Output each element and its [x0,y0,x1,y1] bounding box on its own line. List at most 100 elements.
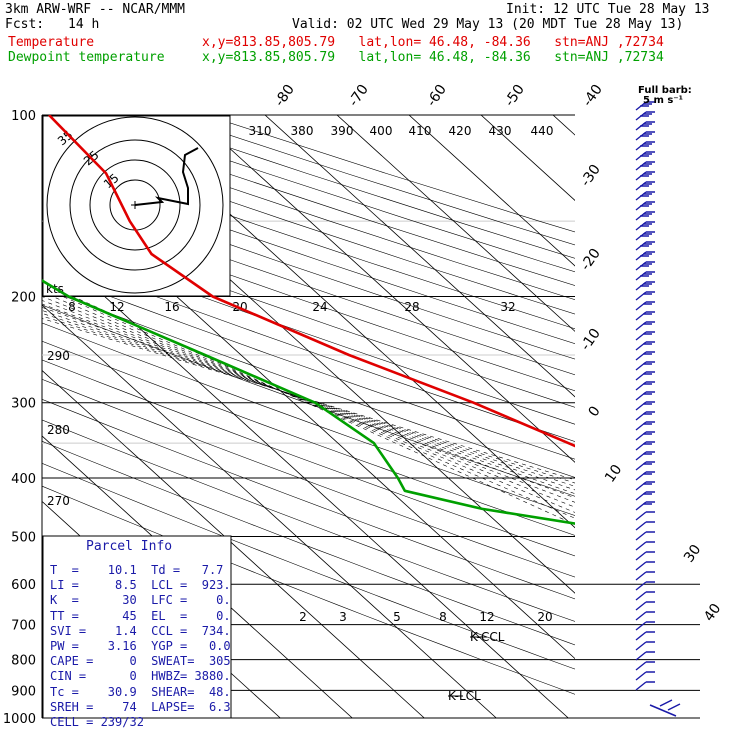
wind-barb-icon [635,351,655,361]
init-time: Init: 12 UTC Tue 28 May 13 [506,2,710,17]
parcel-info-row: SREH = 74 LAPSE= 6.3 [50,699,231,714]
wind-barb-icon [635,321,655,331]
wind-barb-icon [635,481,655,491]
pressure-tick-label: 200 [11,291,36,306]
mixing-ratio-label: 12 [479,610,494,624]
wind-barb-icon [635,451,655,461]
wind-barb-icon [635,271,655,281]
wind-barb-icon [635,651,655,661]
wind-barb-icon [635,531,655,541]
parcel-info-row: K = 30 LFC = 0. [50,593,231,608]
pressure-tick-label: 900 [11,684,36,699]
theta-label-left: 270 [47,494,70,508]
wind-barb-icon [635,671,655,681]
wind-barb-icon [635,261,655,271]
dry-adiabat-line [42,177,575,360]
wind-barb-icon [635,331,655,341]
dry-adiabat-line [205,115,575,233]
parcel-info-row: SVI = 1.4 CCL = 734. [50,623,231,638]
wind-barb-icon [635,381,655,391]
mixing-ratio-label: 2 [299,610,307,624]
dry-adiabat-line [42,222,575,408]
dry-adiabat-line [42,254,575,442]
wind-barb-icon [635,601,655,611]
mixing-ratio-label: 5 [393,610,401,624]
moist-adiabat-line [42,315,575,484]
wind-barb-icon [635,181,655,191]
wind-barb-icon [635,551,655,561]
legend-temperature-info: x,y=813.85,805.79 lat,lon= 46.48, -84.36… [202,35,664,50]
theta-label: 440 [531,124,554,138]
isotherm-label: -60 [424,82,450,110]
pressure-tick-label: 700 [11,619,36,634]
parcel-info-row: TT = 45 EL = 0. [50,608,231,623]
lcl-annotation: K-LCL [448,689,481,703]
isotherm-line [42,369,425,718]
isotherm-label: 30 [681,542,704,566]
parcel-info-title: Parcel Info [86,539,173,554]
wind-barb-icon [635,151,655,161]
pressure-tick-label: 400 [11,472,36,487]
wind-barb-icon [635,171,655,181]
mixing-ratio-label: 8 [439,610,447,624]
wind-barb-icon [635,561,655,571]
isotherm-label: -40 [580,82,606,110]
parcel-info-row: T = 10.1 Td = 7.7 [50,563,224,577]
wind-barb-icon [635,371,655,381]
isotherm-label: 40 [701,601,724,625]
isotherm-line [42,435,353,718]
dry-adiabat-line [168,115,575,246]
isotherm-label: -80 [272,82,298,110]
parcel-info-row: CAPE = 0 SWEAT= 305 [50,654,231,669]
wind-barb-icon [635,581,655,591]
parcel-info-row: Tc = 30.9 SHEAR= 48. [50,684,231,699]
wind-barb-icon [635,291,655,301]
moist-adiabat-line [42,307,575,495]
wind-barb-icon [635,211,655,221]
theta-label: 430 [489,124,512,138]
pressure-tick-label: 300 [11,397,36,412]
wind-barb-icon [635,101,655,111]
theta-label-left: 290 [47,349,70,363]
wind-barb-icon [649,699,681,717]
wind-barb-icon [635,311,655,321]
wind-barb-icon [635,401,655,411]
wind-barb-icon [635,681,655,691]
pressure-tick-label: 1000 [3,712,36,727]
wind-barb-icon [635,631,655,641]
wind-barb-icon [635,141,655,151]
forecast-hour: 14 h [68,17,100,32]
wind-barb-icon [635,521,655,531]
wind-barb-icon [635,161,655,171]
isotherm-label: 10 [602,462,625,486]
isotherm-line [697,115,740,718]
mixing-ratio-label: 3 [339,610,347,624]
legend-temperature-name: Temperature [8,35,95,50]
wind-barb-icon [635,661,655,671]
legend-dewpoint-name: Dewpoint temperature [8,50,165,65]
pressure-tick-label: 800 [11,654,36,669]
isotherm-label: -70 [346,82,372,110]
parcel-info-row: CELL = 239/32 [50,715,144,729]
moist-adiabat-line [42,303,575,499]
theta-label: 420 [449,124,472,138]
wind-barb-icon [635,191,655,201]
theta-label: 410 [409,124,432,138]
barb-note-line1: Full barb: [638,85,692,96]
isotherm-label: -20 [578,246,604,274]
temperature-line [48,115,575,448]
hodograph-scale-label: 12 [109,300,124,314]
moist-adiabat-line [52,296,575,513]
wind-barb-icon [635,431,655,441]
dry-adiabat-line [42,340,575,536]
wind-barb-icon [635,421,655,431]
ccl-annotation: K-CCL [470,630,505,644]
theta-label: 380 [291,124,314,138]
forecast-label: Fcst: [5,17,45,32]
isotherm-line [120,115,575,529]
wind-barb-icon [635,131,655,141]
wind-barb-icon [635,491,655,501]
wind-barb-icon [635,361,655,371]
wind-barb-icon [635,471,655,481]
